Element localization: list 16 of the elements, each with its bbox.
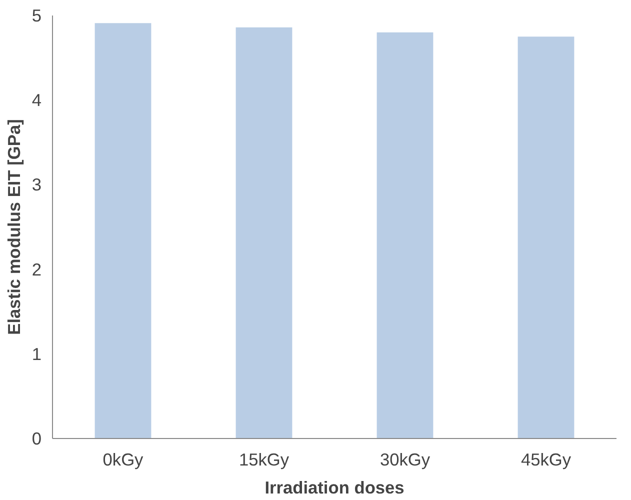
x-axis-title: Irradiation doses: [264, 478, 404, 498]
x-tick-label: 15kGy: [238, 450, 290, 470]
bar: [94, 23, 152, 438]
y-axis-title: Elastic modulus EIT [GPa]: [4, 119, 24, 335]
x-tick-label: 0kGy: [102, 450, 144, 470]
y-tick-label: 5: [32, 6, 42, 26]
bar: [236, 27, 292, 438]
bar: [376, 32, 434, 438]
y-tick-label: 2: [32, 259, 42, 280]
y-tick-label: 1: [32, 344, 42, 364]
bar: [518, 36, 574, 438]
y-tick-label: 4: [32, 90, 42, 110]
x-tick-label: 30kGy: [380, 450, 430, 470]
y-tick-label: 3: [32, 174, 42, 195]
y-tick-label: 0: [32, 428, 42, 448]
x-tick-label: 45kGy: [520, 450, 572, 470]
